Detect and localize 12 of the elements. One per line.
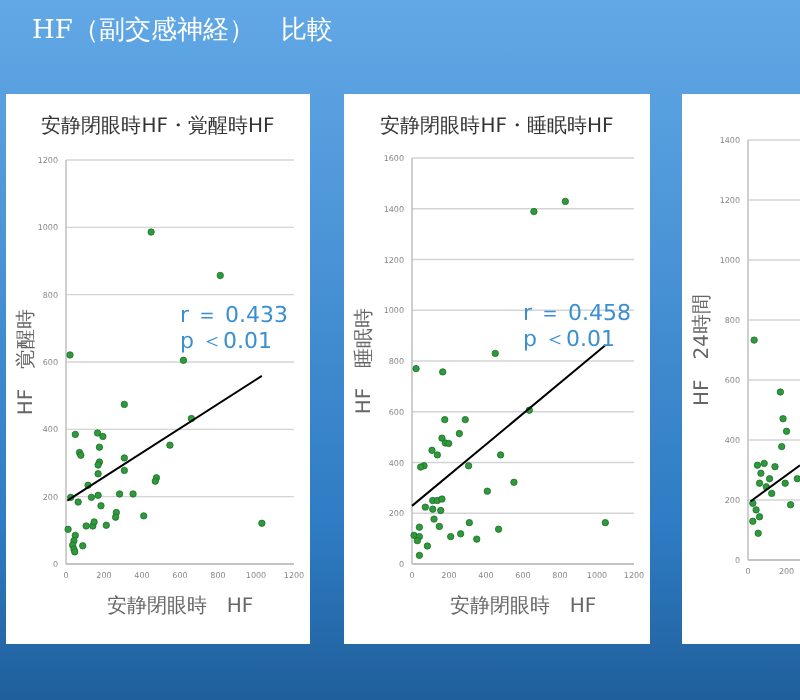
annotation: r ＝ 0.458 [523,300,632,327]
chart-title: 安静閉眼時HF・覚醒時HF [41,114,276,138]
annotation: p ＜0.01 [180,327,272,354]
x-axis-title: 安静閉眼時 HF [106,594,254,618]
annotation: p ＜0.01 [523,326,615,353]
annotation: r ＝ 0.433 [180,301,289,328]
y-axis-title: HF 睡眠時 [352,307,376,415]
chart-title: 安静閉眼時HF・睡眠時HF [380,114,615,138]
y-axis-title: HF 24時間 [690,294,714,406]
y-axis-title: HF 覚醒時 [14,308,38,416]
text: HF（副交感神経） 比較 [32,14,333,46]
x-axis-title: 安静閉眼時 HF [449,594,597,618]
